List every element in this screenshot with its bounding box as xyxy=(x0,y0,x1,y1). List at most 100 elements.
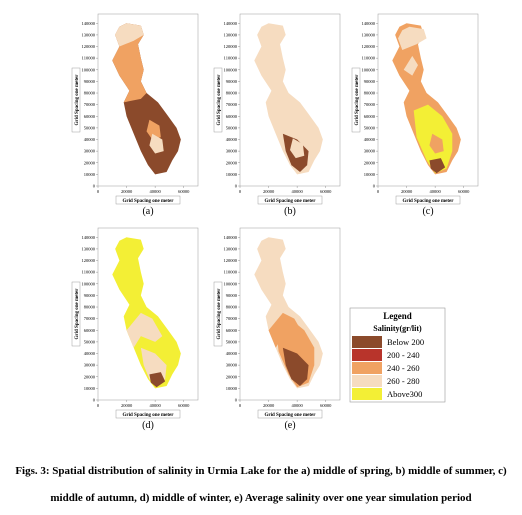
map-panel: 0 10000 20000 30000 40000 50000 60000 70000 8000… xyxy=(71,227,199,431)
y-tick-label: 30000 xyxy=(84,363,96,368)
y-label-box xyxy=(71,281,81,347)
y-tick-label: 80000 xyxy=(226,305,238,310)
y-tick-label: 130000 xyxy=(224,32,238,37)
legend-swatch xyxy=(352,388,382,400)
y-tick-label: 50000 xyxy=(226,339,238,344)
y-label-box xyxy=(71,67,81,133)
x-tick-label: 0 xyxy=(239,403,242,408)
y-tick-label: 10000 xyxy=(364,172,376,177)
x-axis-label: Grid Spacing one meter xyxy=(403,199,455,204)
x-label-box xyxy=(257,195,323,205)
y-tick-label: 0 xyxy=(235,398,238,403)
legend-subtitle: Salinity(gr/lit) xyxy=(373,324,422,333)
map-panel: 0 10000 20000 30000 40000 50000 60000 70000 8000… xyxy=(351,13,479,217)
figure: 0 10000 20000 30000 40000 50000 60000 70000 8000… xyxy=(71,13,479,431)
x-tick-label: 40000 xyxy=(150,189,162,194)
legend-title: Legend xyxy=(383,311,412,321)
salinity-zone xyxy=(254,23,323,175)
y-tick-label: 120000 xyxy=(82,258,96,263)
y-tick-label: 70000 xyxy=(226,102,238,107)
y-tick-label: 130000 xyxy=(82,246,96,251)
x-tick-label: 20000 xyxy=(121,403,133,408)
y-tick-label: 0 xyxy=(373,184,376,189)
map-panel: 0 10000 20000 30000 40000 50000 60000 70000 8000… xyxy=(213,13,341,217)
y-tick-label: 80000 xyxy=(84,305,96,310)
x-tick-label: 0 xyxy=(239,189,242,194)
y-tick-label: 110000 xyxy=(82,270,96,275)
y-tick-label: 60000 xyxy=(84,114,96,119)
x-tick-label: 60000 xyxy=(458,189,470,194)
y-tick-label: 10000 xyxy=(226,172,238,177)
map-panel: 0 10000 20000 30000 40000 50000 60000 70000 8000… xyxy=(71,13,199,217)
y-tick-label: 10000 xyxy=(84,172,96,177)
y-tick-label: 50000 xyxy=(364,125,376,130)
y-tick-label: 70000 xyxy=(84,102,96,107)
panel-label: (e) xyxy=(284,420,295,431)
salinity-zone xyxy=(282,347,309,387)
y-tick-label: 40000 xyxy=(364,137,376,142)
y-tick-label: 10000 xyxy=(226,386,238,391)
y-tick-label: 0 xyxy=(93,184,96,189)
legend-label: 240 - 260 xyxy=(387,363,420,373)
y-tick-label: 40000 xyxy=(84,137,96,142)
y-tick-label: 20000 xyxy=(364,160,376,165)
salinity-zone xyxy=(398,26,427,51)
x-tick-label: 40000 xyxy=(150,403,162,408)
y-tick-label: 40000 xyxy=(226,137,238,142)
x-label-box xyxy=(257,409,323,419)
salinity-zone xyxy=(149,133,164,154)
y-tick-label: 90000 xyxy=(364,79,376,84)
y-tick-label: 120000 xyxy=(82,44,96,49)
y-tick-label: 50000 xyxy=(84,339,96,344)
y-tick-label: 90000 xyxy=(226,293,238,298)
y-tick-label: 30000 xyxy=(364,149,376,154)
y-tick-label: 10000 xyxy=(84,386,96,391)
map-panel: 0 10000 20000 30000 40000 50000 60000 70000 8000… xyxy=(213,227,341,431)
x-tick-label: 60000 xyxy=(320,189,332,194)
x-tick-label: 40000 xyxy=(292,189,304,194)
legend-swatch xyxy=(352,349,382,361)
y-tick-label: 130000 xyxy=(224,246,238,251)
y-tick-label: 30000 xyxy=(226,363,238,368)
y-axis-label: Grid Spacing one meter xyxy=(217,74,222,126)
x-axis-label: Grid Spacing one meter xyxy=(123,413,175,418)
y-tick-label: 60000 xyxy=(364,114,376,119)
salinity-zone xyxy=(126,312,163,348)
y-tick-label: 100000 xyxy=(362,67,376,72)
y-tick-label: 30000 xyxy=(226,149,238,154)
y-axis-label: Grid Spacing one meter xyxy=(75,74,80,126)
y-tick-label: 20000 xyxy=(226,374,238,379)
y-axis-label: Grid Spacing one meter xyxy=(217,288,222,340)
panel-label: (d) xyxy=(142,420,154,431)
y-tick-label: 120000 xyxy=(224,258,238,263)
y-tick-label: 140000 xyxy=(224,235,238,240)
x-label-box xyxy=(115,195,181,205)
y-tick-label: 120000 xyxy=(224,44,238,49)
legend-label: Above300 xyxy=(387,389,422,399)
panel-label: (c) xyxy=(422,206,433,217)
salinity-zone xyxy=(112,237,181,389)
x-tick-label: 0 xyxy=(97,189,100,194)
legend-label: Below 200 xyxy=(387,337,424,347)
y-tick-label: 100000 xyxy=(82,281,96,286)
y-tick-label: 90000 xyxy=(84,293,96,298)
y-tick-label: 90000 xyxy=(226,79,238,84)
legend-swatch xyxy=(352,362,382,374)
x-tick-label: 20000 xyxy=(401,189,413,194)
x-label-box xyxy=(395,195,461,205)
y-tick-label: 0 xyxy=(235,184,238,189)
y-label-box xyxy=(213,67,223,133)
y-tick-label: 80000 xyxy=(84,91,96,96)
y-tick-label: 130000 xyxy=(362,32,376,37)
legend-swatch xyxy=(352,375,382,387)
y-tick-label: 140000 xyxy=(82,21,96,26)
y-tick-label: 70000 xyxy=(84,316,96,321)
x-tick-label: 60000 xyxy=(320,403,332,408)
y-tick-label: 20000 xyxy=(226,160,238,165)
y-tick-label: 40000 xyxy=(226,351,238,356)
y-tick-label: 90000 xyxy=(84,79,96,84)
x-tick-label: 0 xyxy=(377,189,380,194)
x-tick-label: 0 xyxy=(97,403,100,408)
y-tick-label: 80000 xyxy=(226,91,238,96)
